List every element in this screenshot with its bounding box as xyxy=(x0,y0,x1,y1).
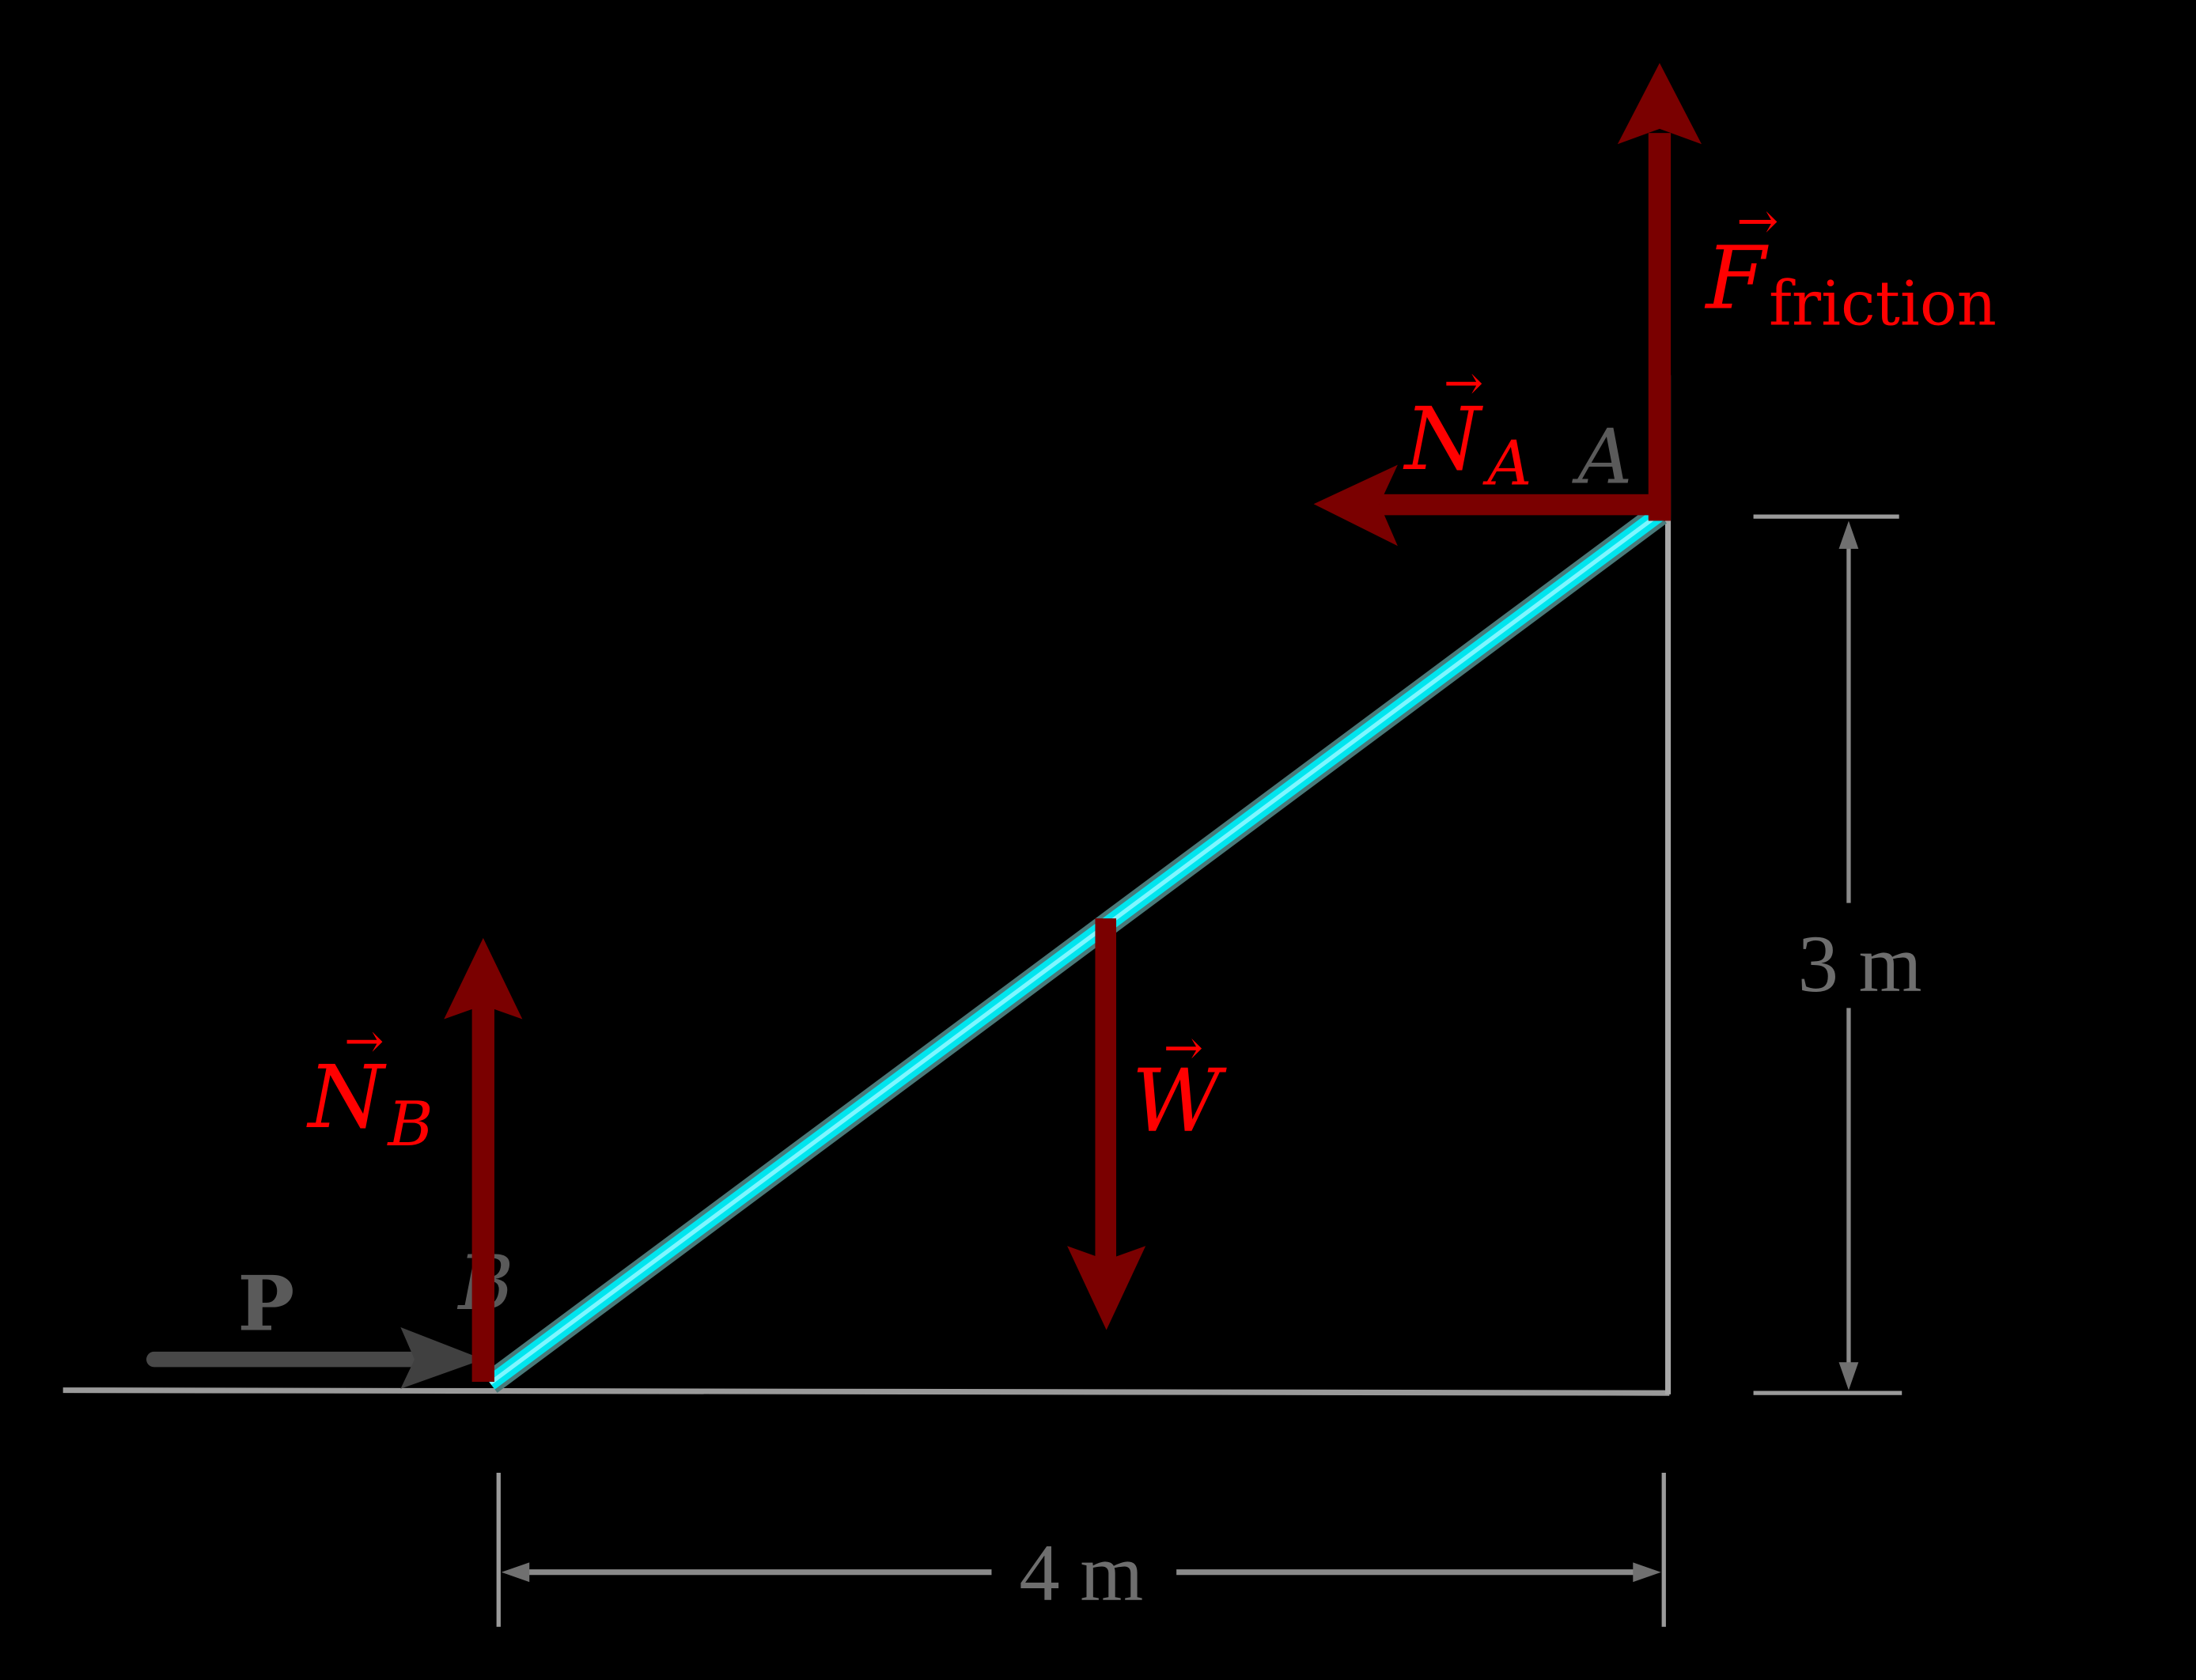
height-dimension-label: 3 m xyxy=(1798,920,1922,1009)
weight-symbol: W xyxy=(1131,1050,1227,1152)
ladder xyxy=(483,504,1667,1393)
height-dimension xyxy=(1753,514,1903,1395)
vector-arrow-glyph: → xyxy=(1444,355,1483,411)
normal-a-force-label: → N A xyxy=(1403,355,1532,499)
ground-line xyxy=(62,1387,1670,1396)
normal-b-force-label: → N B xyxy=(305,1013,433,1160)
normal-a-subscript: A xyxy=(1482,428,1532,499)
width-dimension-label: 4 m xyxy=(1019,1529,1143,1618)
push-force-arrow xyxy=(146,1326,483,1389)
vector-arrow-glyph: → xyxy=(1164,1020,1203,1076)
friction-force-arrow xyxy=(1617,62,1702,521)
normal-a-force-arrow xyxy=(1313,464,1672,547)
normal-b-symbol: N xyxy=(305,1046,387,1148)
friction-symbol: F xyxy=(1704,227,1769,328)
vector-arrow-glyph: → xyxy=(344,1013,384,1069)
width-dimension xyxy=(496,1473,1666,1627)
normal-b-subscript: B xyxy=(386,1089,433,1160)
friction-subscript: friction xyxy=(1769,269,1997,340)
point-a-label: A xyxy=(1571,413,1632,501)
normal-a-symbol: N xyxy=(1403,388,1484,490)
normal-b-force-arrow xyxy=(444,937,523,1382)
vector-arrow-glyph: → xyxy=(1736,192,1778,251)
friction-force-label: → F friction xyxy=(1704,192,1997,340)
weight-force-label: → W xyxy=(1131,1020,1227,1152)
push-force-label: P xyxy=(237,1259,294,1349)
weight-force-arrow xyxy=(1067,918,1146,1330)
